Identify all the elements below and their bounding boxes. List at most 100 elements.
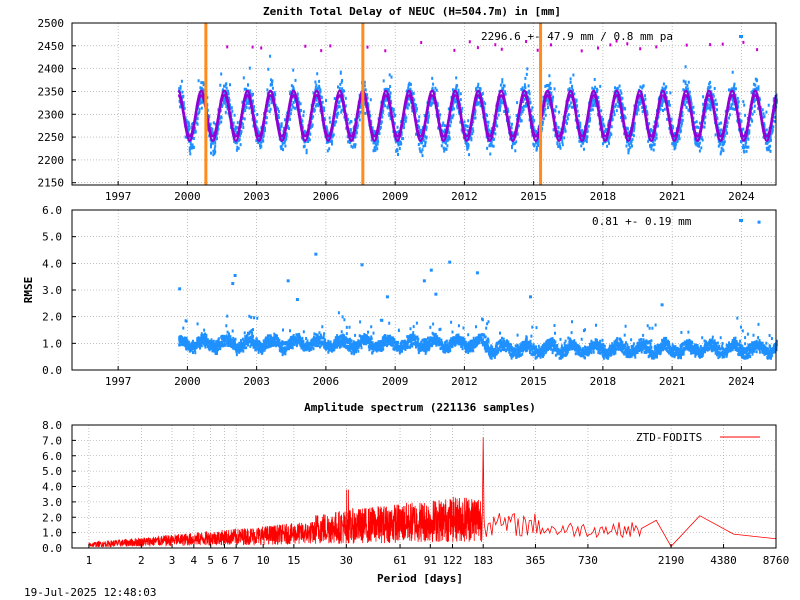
rmse-x-tick-label: 2006 [313,375,340,388]
rmse-outlier-point [448,260,452,264]
spectrum-y-tick-label: 7.0 [42,434,62,447]
rmse-x-axis: 1997 2000 2003 2006 2009 2012 2015 2018 2021 2024 [105,366,755,388]
ztd-y-tick-label: 2350 [38,85,65,98]
spectrum-x-tick-label: 1 [86,554,93,567]
spectrum-x-tick-label: 122 [443,554,463,567]
ztd-y-tick-label: 2500 [38,17,65,30]
ztd-x-tick-label: 2012 [451,190,478,203]
rmse-x-tick-label: 2012 [451,375,478,388]
spectrum-x-tick-label: 5 [207,554,214,567]
ztd-event-lines [204,23,543,185]
rmse-y-tick-label: 0.0 [42,364,62,377]
spectrum-x-tick-label: 3 [169,554,176,567]
ztd-scatter [177,39,778,158]
spectrum-legend-label: ZTD-FODITS [636,431,702,444]
ztd-chart-title: Zenith Total Delay of NEUC (H=504.7m) in… [263,5,561,18]
ztd-y-tick-label: 2200 [38,154,65,167]
ztd-observations [178,54,778,158]
rmse-outlier-point [295,298,299,301]
rmse-x-tick-label: 2000 [174,375,201,388]
rmse-outlier-point [422,279,426,283]
spectrum-y-tick-label: 1.0 [42,527,62,540]
ztd-y-tick-label: 2250 [38,131,65,144]
rmse-y-tick-label: 2.0 [42,311,62,324]
spectrum-y-tick-label: 3.0 [42,496,62,509]
ztd-x-tick-label: 2021 [659,190,686,203]
rmse-outlier-point [286,279,290,283]
spectrum-y-tick-label: 5.0 [42,465,62,478]
rmse-y-tick-label: 3.0 [42,284,62,297]
spectrum-x-tick-label: 30 [340,554,353,567]
ztd-x-tick-label: 2024 [728,190,755,203]
rmse-outlier-point [231,282,235,285]
rmse-outlier-point [475,271,479,275]
ztd-x-axis: 1997 2000 2003 2006 2009 2012 2015 2018 2021 2024 [105,181,755,203]
ztd-y-tick-label: 2400 [38,63,65,76]
rmse-outlier-point [314,252,318,256]
rmse-x-tick-label: 2018 [590,375,617,388]
rmse-outlier-point [434,292,438,296]
ztd-y-tick-label: 2150 [38,177,65,190]
rmse-x-tick-label: 2021 [659,375,686,388]
spectrum-x-tick-label: 183 [473,554,493,567]
spectrum-x-axis: 1 2 3 4 5 6 7 10 15 30 61 91 122 183 365 730 2190 4380 876… [86,544,790,567]
spectrum-x-label: Period [days] [377,572,463,585]
spectrum-y-tick-label: 8.0 [42,419,62,432]
ztd-x-tick-label: 2006 [313,190,340,203]
spectrum-line [88,437,777,548]
ztd-x-tick-label: 2009 [382,190,409,203]
spectrum-chart-title: Amplitude spectrum (221136 samples) [304,401,536,414]
spectrum-x-tick-label: 4 [191,554,198,567]
rmse-legend-marker [739,219,743,222]
rmse-y-axis: 6.0 5.0 4.0 3.0 2.0 1.0 0.0 [42,204,76,377]
spectrum-x-tick-label: 8760 [763,554,790,567]
spectrum-x-tick-label: 91 [424,554,437,567]
ztd-y-axis: 2500 2450 2400 2350 2300 2250 2200 2150 [38,17,76,190]
rmse-y-tick-label: 5.0 [42,231,62,244]
spectrum-y-tick-label: 6.0 [42,450,62,463]
rmse-y-tick-label: 6.0 [42,204,62,217]
rmse-stats-annotation: 0.81 +- 0.19 mm [592,215,692,228]
spectrum-y-tick-label: 0.0 [42,542,62,555]
rmse-y-tick-label: 1.0 [42,337,62,350]
spectrum-x-tick-label: 61 [393,554,406,567]
spectrum-x-tick-label: 7 [233,554,240,567]
ztd-y-tick-label: 2300 [38,108,65,121]
rmse-x-tick-label: 1997 [105,375,132,388]
rmse-outlier-point [660,303,664,307]
spectrum-x-tick-label: 6 [221,554,228,567]
rmse-x-tick-label: 2009 [382,375,409,388]
spectrum-x-tick-label: 365 [526,554,546,567]
rmse-outlier-point [529,295,533,299]
ztd-stats-annotation: 2296.6 +- 47.9 mm / 0.8 mm pa [481,30,673,43]
rmse-x-tick-label: 2024 [728,375,755,388]
ztd-x-tick-label: 2018 [590,190,617,203]
spectrum-y-tick-label: 2.0 [42,511,62,524]
ztd-model-lower [177,94,777,142]
rmse-outlier-point [385,295,389,299]
spectrum-y-axis: 8.0 7.0 6.0 5.0 4.0 3.0 2.0 1.0 0.0 [42,419,76,555]
rmse-outlier-point [233,274,237,277]
rmse-x-tick-label: 2003 [243,375,270,388]
rmse-outlier-point [360,263,364,267]
ztd-legend-marker [739,35,743,38]
rmse-x-tick-label: 2015 [520,375,547,388]
spectrum-x-tick-label: 15 [287,554,300,567]
rmse-outlier-point [429,268,433,272]
spectrum-y-tick-label: 4.0 [42,481,62,494]
spectrum-x-tick-label: 2190 [658,554,685,567]
ztd-x-tick-label: 2003 [243,190,270,203]
rmse-observations [178,311,778,360]
rmse-outlier-point [178,287,182,291]
ztd-x-tick-label: 2000 [174,190,201,203]
ztd-x-tick-label: 1997 [105,190,132,203]
spectrum-x-tick-label: 10 [257,554,270,567]
rmse-outlier-point [757,220,761,224]
spectrum-amplitude-line [88,437,777,548]
rmse-scatter [178,220,778,360]
ztd-plot-frame [71,22,777,186]
spectrum-x-tick-label: 2 [138,554,145,567]
footer-timestamp: 19-Jul-2025 12:48:03 [24,586,156,599]
